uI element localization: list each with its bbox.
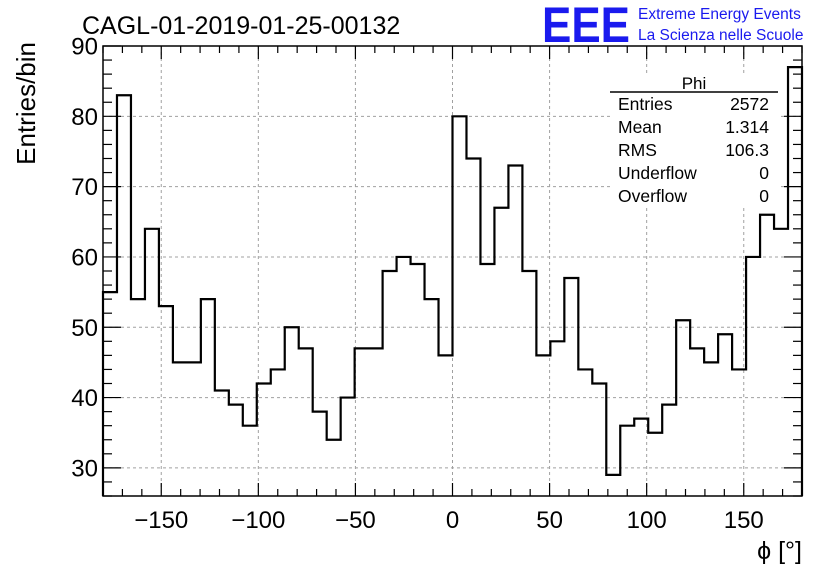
histogram-bin: [229, 405, 243, 496]
histogram-bin: [592, 384, 606, 497]
stats-row-value: 2572: [730, 94, 769, 114]
logo-line-1: Extreme Energy Events: [638, 6, 801, 23]
histogram-bin: [732, 369, 746, 496]
chart-title: CAGL-01-2019-01-25-00132: [82, 12, 400, 40]
histogram-bin: [620, 426, 634, 496]
histogram-bin: [103, 292, 117, 496]
stats-row-label: Overflow: [618, 186, 687, 206]
histogram-bin: [355, 348, 369, 496]
histogram-bin: [145, 229, 159, 496]
histogram-bin: [746, 257, 760, 496]
histogram-bin: [466, 159, 480, 497]
stats-row-value: 1.314: [725, 117, 769, 137]
histogram-bin: [411, 264, 425, 496]
stats-title: Phi: [682, 74, 707, 93]
x-tick-label: −150: [134, 507, 188, 534]
x-axis-label: ϕ [°]: [757, 537, 802, 565]
histogram-bin: [327, 440, 341, 496]
histogram-bin: [425, 299, 439, 496]
histogram-bin: [285, 327, 299, 496]
x-tick-label: 150: [724, 507, 764, 534]
histogram-bin: [215, 391, 229, 496]
histogram-bin: [718, 334, 732, 496]
histogram-bin: [480, 264, 494, 496]
y-tick-label: 70: [71, 174, 98, 201]
histogram-bin: [439, 355, 453, 496]
histogram-bin: [313, 412, 327, 496]
histogram-bin: [173, 362, 187, 496]
histogram-bin: [131, 299, 145, 496]
y-tick-label: 90: [71, 34, 98, 61]
histogram-bin: [397, 257, 411, 496]
stats-box: Phi Entries 2572 Mean 1.314 RMS 106.3 Underflo…: [610, 74, 778, 206]
eee-logo: EEE Extreme Energy Events La Scienza nel…: [542, 0, 803, 53]
histogram-bin: [341, 398, 355, 496]
stats-row-value: 106.3: [725, 140, 769, 160]
histogram-bin: [494, 208, 508, 496]
y-tick-label: 50: [71, 315, 98, 342]
x-tick-label: 0: [446, 507, 459, 534]
x-tick-label: 100: [627, 507, 667, 534]
histogram-bin: [760, 215, 774, 496]
axis-ticks: [102, 45, 803, 497]
histogram-bin: [676, 320, 690, 496]
histogram-bin: [704, 362, 718, 496]
histogram-bin: [788, 67, 802, 496]
y-tick-label: 60: [71, 244, 98, 271]
histogram-bin: [522, 271, 536, 496]
stats-row-label: Underflow: [618, 163, 697, 183]
histogram-bin: [662, 405, 676, 496]
histogram-bin: [564, 278, 578, 496]
x-tick-label: −100: [231, 507, 285, 534]
x-tick-label: −50: [335, 507, 376, 534]
histogram-bin: [369, 348, 383, 496]
stats-row-label: Mean: [618, 117, 662, 137]
y-tick-label: 80: [71, 104, 98, 131]
histogram-bin: [187, 362, 201, 496]
stats-row-label: RMS: [618, 140, 657, 160]
logo-line-2: La Scienza nelle Scuole: [638, 27, 803, 44]
histogram-bin: [453, 116, 467, 496]
histogram-bin: [243, 426, 257, 496]
histogram-outline: [101, 65, 804, 496]
histogram-bin: [648, 433, 662, 496]
y-tick-labels: 30 40 50 60 70 80 90: [71, 34, 98, 483]
histogram-bin: [117, 95, 131, 496]
x-tick-labels: −150 −100 −50 0 50 100 150: [134, 507, 764, 534]
histogram-bin: [550, 341, 564, 496]
stats-row-label: Entries: [618, 94, 673, 114]
histogram-bin: [536, 355, 550, 496]
histogram-bin: [257, 384, 271, 497]
x-tick-label: 50: [536, 507, 563, 534]
histogram-bin: [508, 166, 522, 496]
histogram-bin: [159, 306, 173, 496]
histogram-bin: [271, 369, 285, 496]
y-tick-label: 40: [71, 385, 98, 412]
y-axis-label: Entries/bin: [11, 42, 41, 165]
stats-row-value: 0: [759, 163, 769, 183]
histogram-bin: [201, 299, 215, 496]
y-tick-label: 30: [71, 455, 98, 482]
histogram-bin: [383, 271, 397, 496]
eee-logo-mark: EEE: [542, 0, 630, 53]
stats-row-value: 0: [759, 186, 769, 206]
histogram-bin: [578, 369, 592, 496]
histogram-bin: [299, 348, 313, 496]
histogram-bin: [690, 348, 704, 496]
histogram-bin: [774, 229, 788, 496]
